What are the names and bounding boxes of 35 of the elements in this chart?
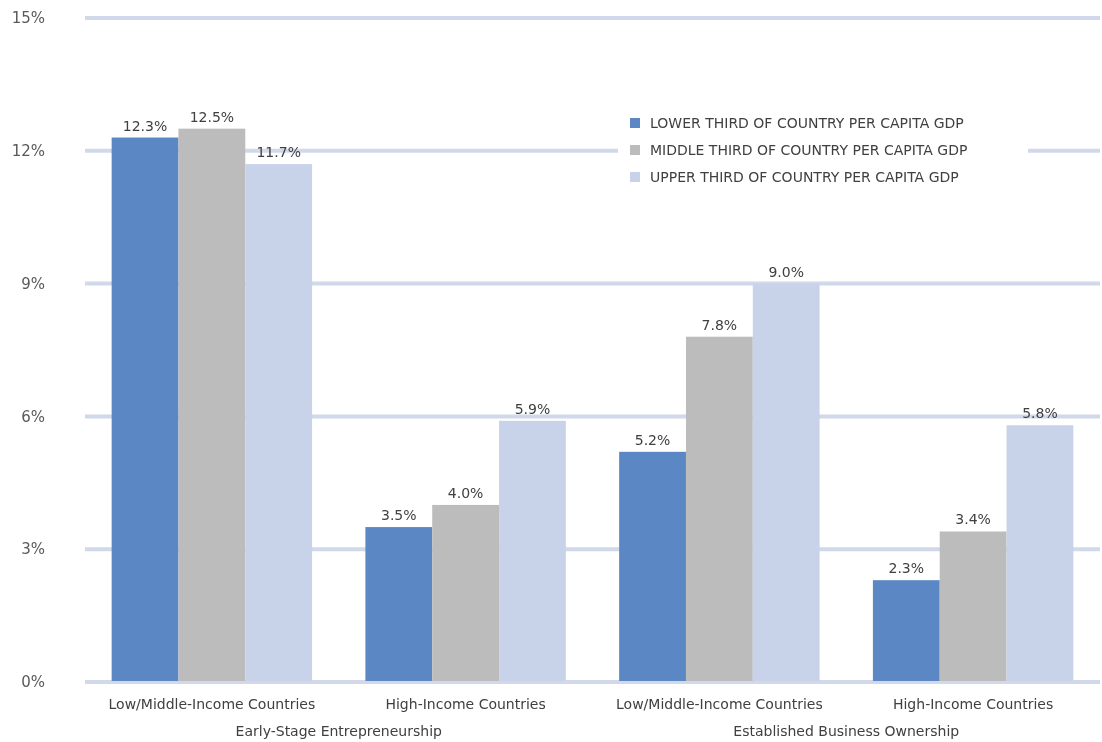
data-label: 7.8% — [701, 316, 738, 333]
data-label: 4.0% — [447, 484, 484, 501]
bar — [685, 336, 753, 682]
text: Early-Stage Entrepreneurship — [235, 723, 443, 739]
data-label: 9.0% — [768, 263, 804, 280]
bar — [939, 531, 1007, 682]
data-label: 11.7% — [256, 144, 301, 161]
bar — [111, 137, 179, 682]
x-tick-label: Low/Middle-Income Countries — [108, 696, 316, 712]
data-label: 3.5% — [381, 507, 417, 524]
data-label: 5.2% — [634, 431, 671, 448]
text: Established Business Ownership — [733, 723, 960, 739]
legend-label: UPPER THIRD OF COUNTRY PER CAPITA GDP — [650, 168, 959, 185]
y-tick-label: 0% — [21, 673, 45, 692]
x-tick-label: High-Income Countries — [385, 696, 546, 712]
bar — [432, 504, 500, 682]
data-label: 12.5% — [189, 108, 235, 125]
data-label: 2.3% — [888, 560, 925, 577]
y-tick-label: 3% — [21, 540, 45, 559]
data-label: 12.3% — [122, 117, 168, 134]
x-tick-label: High-Income Countries — [892, 696, 1054, 712]
data-label: 3.4% — [955, 511, 991, 528]
data-label: 5.8% — [1022, 405, 1058, 422]
y-tick-label: 6% — [21, 407, 45, 426]
legend-label: LOWER THIRD OF COUNTRY PER CAPITA GDP — [650, 114, 964, 131]
x-tick-label: Low/Middle-Income Countries — [616, 696, 823, 712]
data-label: 5.9% — [514, 400, 551, 417]
y-tick-label: 9% — [21, 274, 45, 293]
y-tick-label: 15% — [11, 9, 45, 28]
y-tick-label: 12% — [11, 142, 45, 161]
bar — [619, 451, 686, 682]
bar — [872, 580, 940, 682]
bar — [178, 128, 246, 682]
bar — [365, 527, 433, 682]
legend-label: MIDDLE THIRD OF COUNTRY PER CAPITA GDP — [650, 141, 968, 158]
